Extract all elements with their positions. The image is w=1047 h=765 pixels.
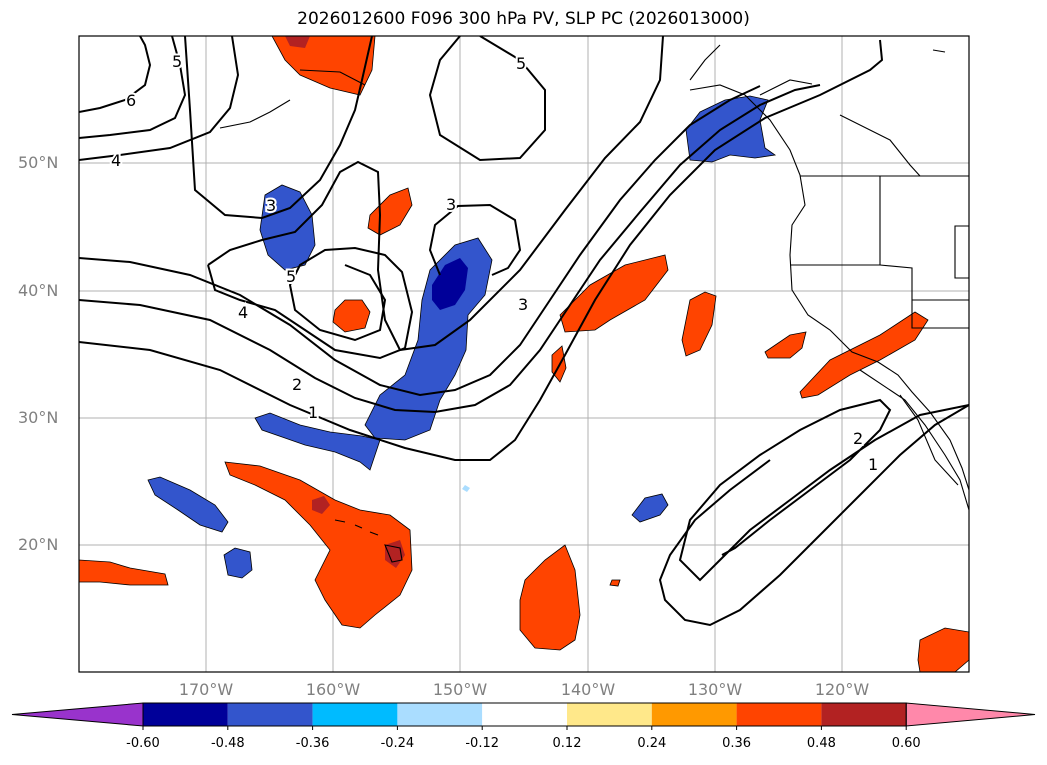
colorbar-tick-label: 0.12: [552, 736, 582, 751]
colorbar-tick-label: 0.24: [637, 736, 667, 751]
contour-line: [678, 398, 969, 582]
contour-line: [79, 39, 884, 461]
pv-negative-region: [223, 547, 253, 579]
colorbar-tick-label: -0.60: [126, 736, 160, 751]
pv-negative-region: [147, 476, 229, 533]
coastlines: [219, 44, 969, 563]
pv-positive-region: [224, 461, 413, 629]
pv-negative-region: [254, 412, 381, 471]
pv-negative-region: [462, 485, 470, 492]
lat-label-30: 30°N: [18, 408, 59, 427]
pv-positive-region: [519, 544, 581, 651]
contour-label: 5: [286, 267, 296, 286]
pv-negative-region: [259, 184, 316, 271]
colorbar-tick-label: -0.24: [380, 736, 415, 751]
map-frame: [78, 35, 970, 673]
lon-label-120w: 120°W: [814, 680, 870, 699]
contour-line: [207, 246, 414, 360]
slp-contours: [79, 36, 969, 627]
colorbar-tick-label: -0.48: [210, 736, 245, 751]
colorbar-tick-label: -0.36: [295, 736, 330, 751]
lon-label-150w: 150°W: [432, 680, 488, 699]
contour-line: [79, 36, 240, 161]
contour-label: 2: [853, 429, 863, 448]
contour-label: 2: [292, 375, 302, 394]
contour-label: 1: [868, 455, 878, 474]
contour-line: [428, 203, 522, 276]
contour-line: [428, 36, 546, 162]
pv-positive-region: [609, 579, 621, 587]
contour-line: [79, 36, 152, 113]
pv-positive-region: [917, 627, 969, 672]
pv-positive-region: [271, 36, 376, 96]
lon-label-170w: 170°W: [178, 680, 234, 699]
contour-label: 5: [516, 54, 526, 73]
colorbar-tick-label: -0.12: [465, 736, 500, 751]
pv-positive-region: [799, 311, 929, 399]
contour-label: 4: [111, 151, 121, 170]
lon-label-160w: 160°W: [305, 680, 361, 699]
lon-label-140w: 140°W: [560, 680, 616, 699]
contour-line: [184, 36, 373, 220]
lat-label-40: 40°N: [18, 281, 59, 300]
contour-label: 6: [126, 91, 136, 110]
pv-positive-region: [312, 496, 330, 514]
pv-positive-region: [385, 540, 405, 568]
pv-positive-region: [764, 331, 807, 359]
contour-label: 3: [518, 295, 528, 314]
pv-negative-region: [432, 258, 468, 310]
pv-positive-region: [681, 291, 717, 357]
contour-label: 5: [172, 52, 182, 71]
colorbar-tick-label: 0.48: [806, 736, 836, 751]
contour-line: [79, 84, 821, 414]
colorbar-tick-label: 0.36: [722, 736, 752, 751]
lat-label-50: 50°N: [18, 153, 59, 172]
map-title: 2026012600 F096 300 hPa PV, SLP PC (2026…: [297, 9, 750, 29]
contour-label: 3: [446, 195, 456, 214]
contour-line: [79, 85, 761, 397]
colorbar-tick-label: 0.60: [891, 736, 921, 751]
lon-label-130w: 130°W: [687, 680, 743, 699]
pv-positive-region: [332, 299, 371, 333]
lat-label-20: 20°N: [18, 535, 59, 554]
pv-negative-region: [631, 493, 669, 523]
pv-positive-region: [79, 559, 169, 586]
contour-label: 3: [266, 196, 276, 215]
contour-label: 4: [238, 303, 248, 322]
pv-positive-region: [285, 36, 310, 48]
contour-labels: 6 5 4 5 3 3 5 4 2 1 3 2 1: [109, 50, 880, 476]
contour-line: [658, 404, 969, 627]
contour-label: 1: [308, 403, 318, 422]
contour-line: [79, 36, 187, 139]
